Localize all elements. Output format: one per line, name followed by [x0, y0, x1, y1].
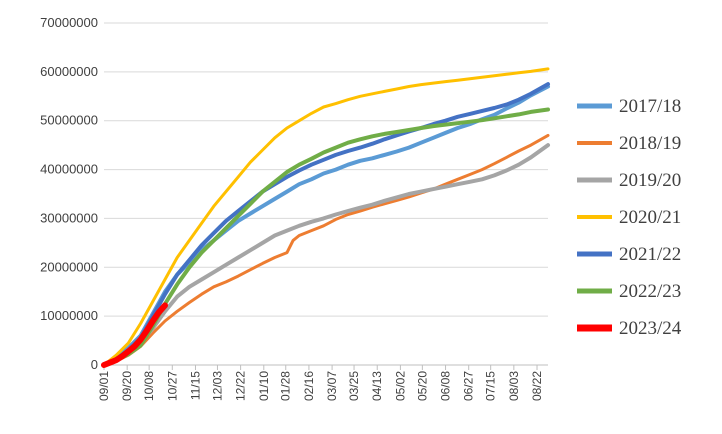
x-tick-label: 08/22 — [530, 371, 544, 401]
x-tick-label: 07/15 — [484, 371, 498, 401]
y-tick-label: 70000000 — [40, 15, 98, 30]
series-line-2023-24 — [101, 302, 168, 368]
x-tick-label: 03/25 — [347, 371, 361, 401]
y-tick-label: 50000000 — [40, 113, 98, 128]
x-tick-label: 12/03 — [210, 371, 224, 401]
legend-label: 2018/19 — [619, 133, 681, 154]
x-tick-label: 01/10 — [257, 371, 271, 401]
x-tick-label: 10/08 — [142, 371, 156, 401]
x-tick-label: 10/27 — [165, 371, 179, 401]
legend-label: 2022/23 — [619, 281, 681, 302]
x-tick-label: 01/28 — [279, 371, 293, 401]
legend-label: 2019/20 — [619, 170, 681, 191]
x-tick-label: 06/27 — [462, 371, 476, 401]
series-line-2021-22 — [102, 82, 550, 367]
series-line-2022-23 — [102, 107, 550, 367]
x-tick-label: 06/08 — [439, 371, 453, 401]
x-tick-label: 05/02 — [393, 371, 407, 401]
x-tick-label: 12/22 — [234, 371, 248, 401]
y-axis-ticks: 0 10000000 20000000 30000000 40000000 5000000… — [40, 15, 98, 372]
legend-label: 2017/18 — [619, 96, 681, 117]
legend: 2017/18 2018/19 2019/20 2020/21 2021/22 2022/… — [577, 96, 682, 339]
series-line-2018-19 — [102, 133, 550, 367]
y-tick-label: 40000000 — [40, 162, 98, 177]
x-axis-ticks: 09/01 09/20 10/08 10/27 11/15 12/03 12/22 01/10… — [97, 365, 544, 401]
series-line-2019-20 — [102, 143, 550, 367]
x-tick-label: 11/15 — [188, 371, 202, 400]
y-tick-label: 20000000 — [40, 259, 98, 274]
y-tick-label: 0 — [91, 357, 98, 372]
legend-label: 2020/21 — [619, 207, 681, 228]
y-tick-label: 10000000 — [40, 308, 98, 323]
x-tick-label: 08/03 — [507, 371, 521, 401]
series-line-2020-21 — [102, 67, 550, 367]
series-lines — [101, 67, 550, 368]
x-tick-label: 02/16 — [302, 371, 316, 401]
x-tick-label: 03/07 — [325, 371, 339, 401]
y-tick-label: 30000000 — [40, 210, 98, 225]
x-tick-label: 05/20 — [415, 371, 429, 401]
x-tick-label: 04/13 — [370, 371, 384, 401]
y-tick-label: 60000000 — [40, 64, 98, 79]
legend-label: 2023/24 — [619, 318, 682, 339]
x-tick-label: 09/20 — [120, 371, 134, 401]
legend-label: 2021/22 — [619, 244, 681, 265]
x-tick-label: 09/01 — [97, 371, 111, 401]
